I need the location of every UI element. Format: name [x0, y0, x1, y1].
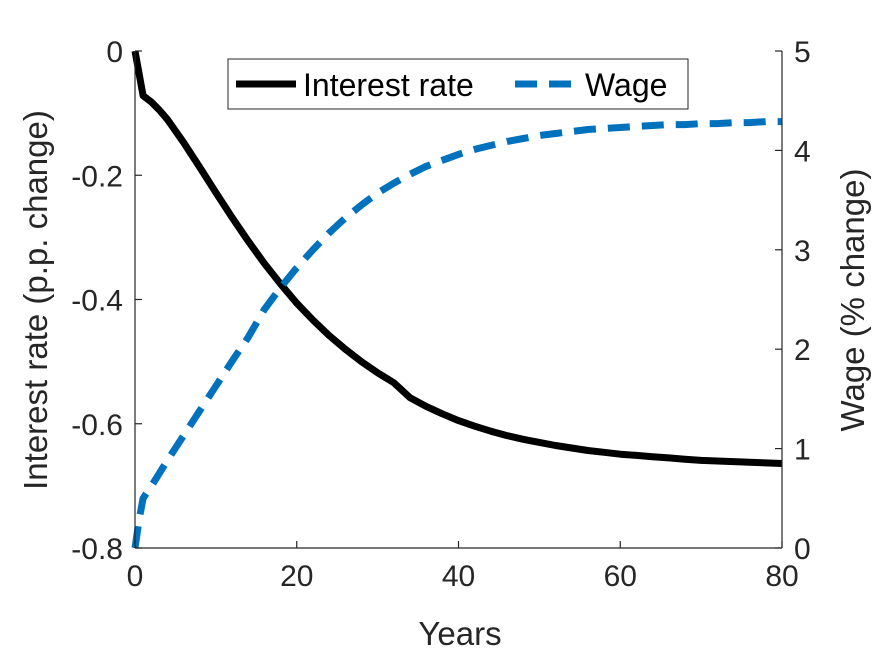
legend: Interest rate Wage — [227, 58, 689, 110]
legend-box — [227, 58, 689, 110]
y-right-tick-label: 0 — [794, 533, 811, 566]
y-left-tick-label: -0.6 — [71, 409, 123, 442]
x-axis-title: Years — [418, 615, 501, 652]
y-left-tick-label: 0 — [106, 36, 123, 69]
series-line-wage — [131, 118, 782, 549]
x-tick-label: 60 — [604, 560, 637, 593]
y-right-axis-title: Wage (% change) — [834, 169, 871, 432]
y-right-tick-label: 5 — [794, 36, 811, 69]
y-right-tick-label: 1 — [794, 434, 811, 467]
y-left-tick-label: -0.4 — [71, 285, 123, 318]
y-right-tick-label: 2 — [794, 334, 811, 367]
legend-label-wage: Wage — [585, 67, 667, 103]
y-left-tick-label: -0.8 — [71, 533, 123, 566]
x-tick-label: 20 — [280, 560, 313, 593]
y-left-axis-title: Interest rate (p.p. change) — [17, 110, 54, 490]
series-layer — [131, 50, 783, 549]
x-tick-label: 0 — [127, 560, 144, 593]
y-right-tick-label: 3 — [794, 235, 811, 268]
x-tick-label: 80 — [765, 560, 798, 593]
y-right-tick-label: 4 — [794, 135, 811, 168]
x-tick-label: 40 — [442, 560, 475, 593]
y-left-tick-label: -0.2 — [71, 160, 123, 193]
series-line-interest-rate — [131, 50, 783, 467]
legend-label-interest-rate: Interest rate — [303, 67, 474, 103]
